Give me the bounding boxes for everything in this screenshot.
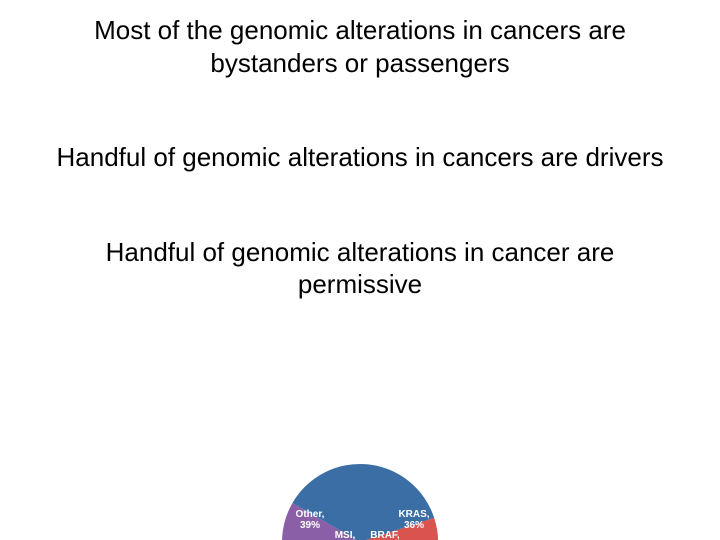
- slide: Most of the genomic alterations in cance…: [0, 0, 720, 540]
- pie-slice-label-pct: 39%: [300, 520, 320, 531]
- text-block-2: Handful of genomic alterations in cancer…: [17, 141, 704, 174]
- pie-chart-svg: Other,39%MSI,15%BRAF,10%KRAS,36%: [200, 462, 520, 540]
- pie-slice-label: BRAF,: [370, 530, 400, 540]
- text-block-3: Handful of genomic alterations in cancer…: [0, 236, 720, 301]
- text-block-1: Most of the genomic alterations in cance…: [0, 14, 720, 79]
- pie-slice-label: KRAS,: [398, 509, 429, 520]
- pie-chart-cropped: Other,39%MSI,15%BRAF,10%KRAS,36%: [200, 462, 520, 540]
- pie-slice-label-pct: 36%: [404, 520, 424, 531]
- pie-slice-label: MSI,: [335, 530, 356, 540]
- pie-slice-label: Other,: [296, 509, 325, 520]
